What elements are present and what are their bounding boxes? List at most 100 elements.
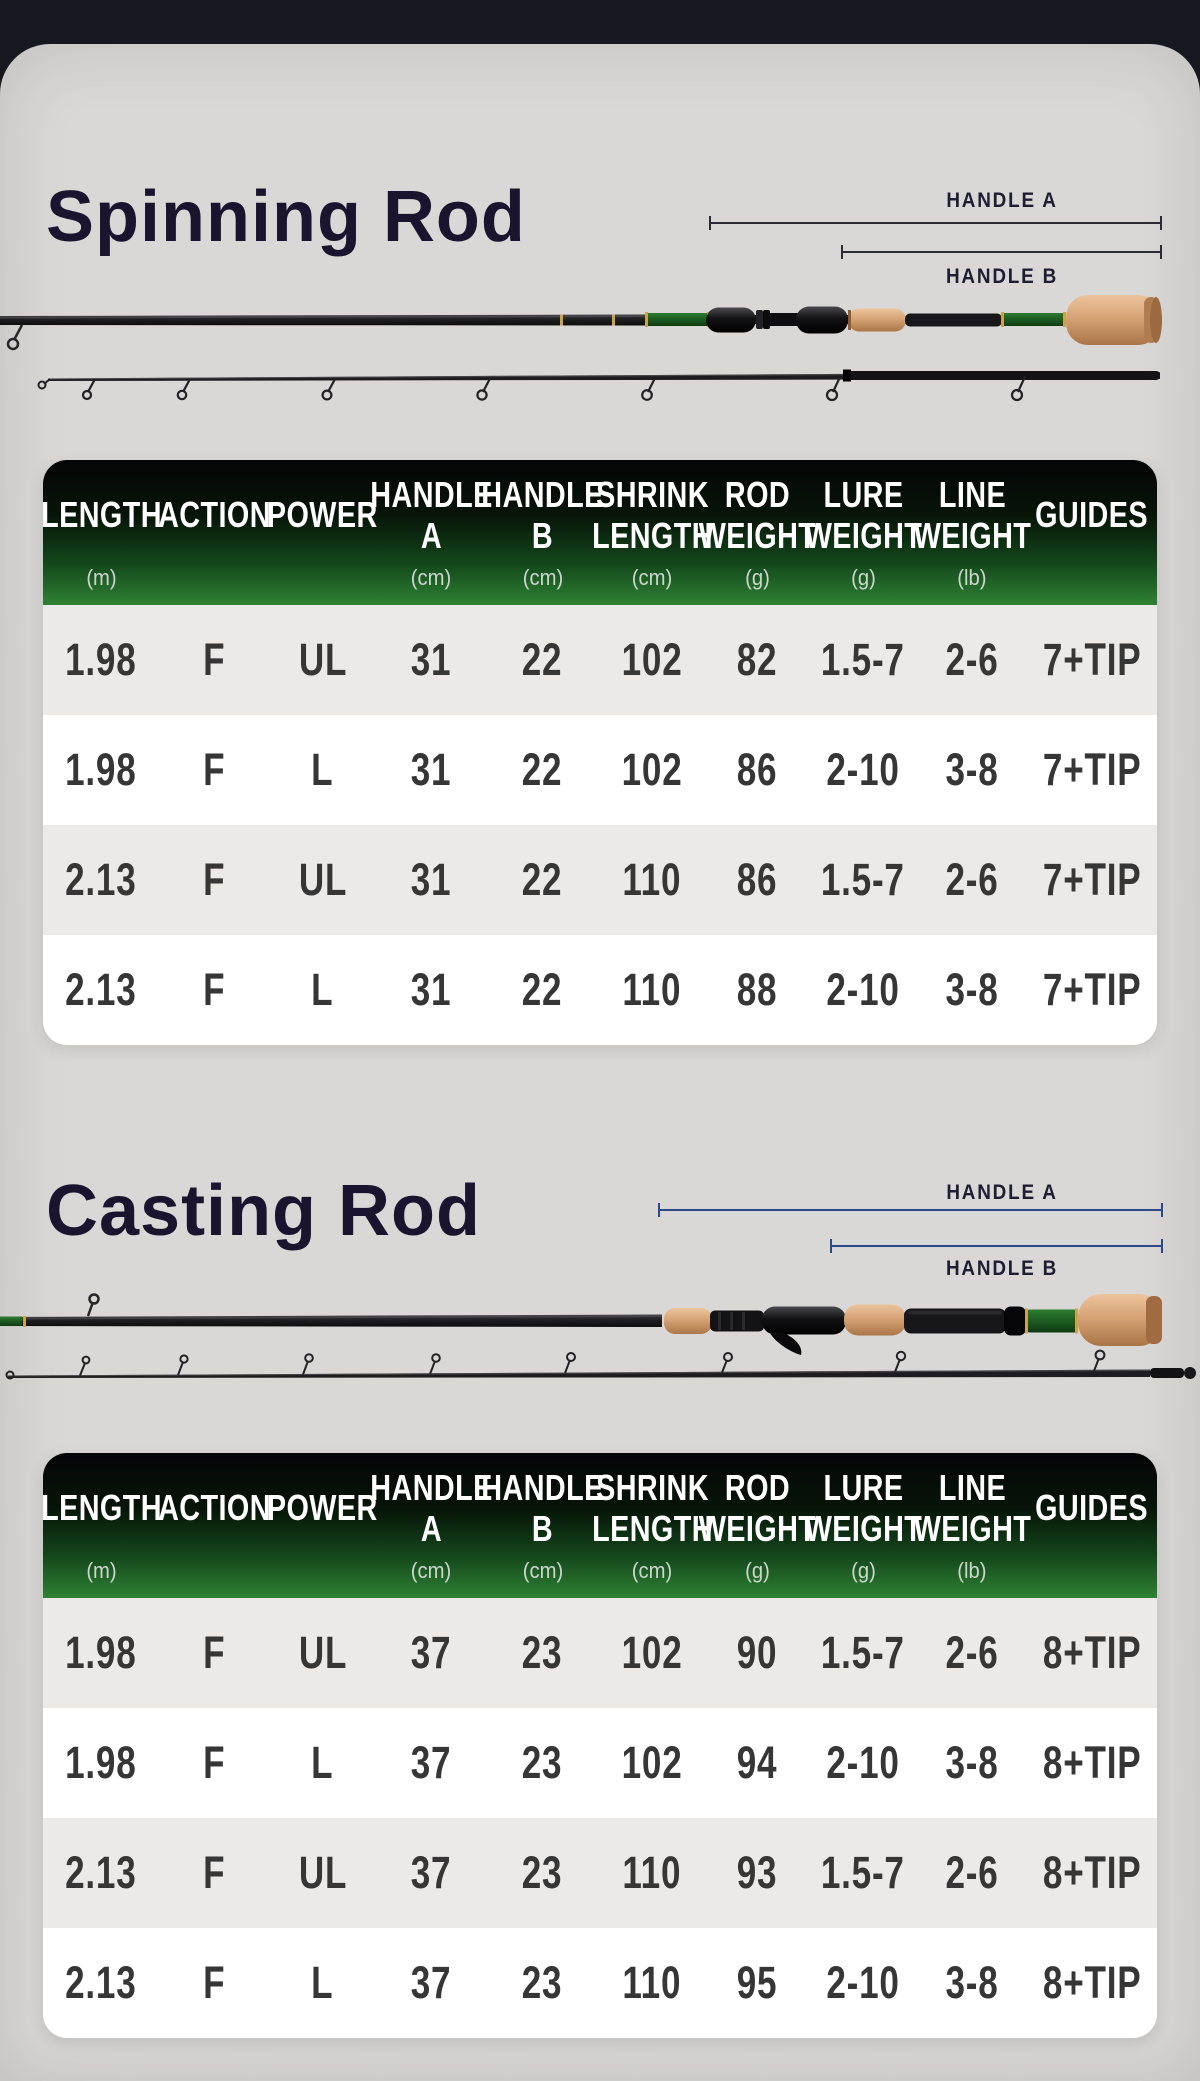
column-header-unit: (g) [744, 1558, 770, 1583]
spinning-handle-b-label: HANDLE B [945, 265, 1059, 288]
table-cell: 22 [522, 634, 563, 685]
table-cell: 94 [736, 1737, 778, 1788]
table-cell: 90 [736, 1627, 778, 1678]
table-cell: 82 [736, 634, 778, 685]
table-cell: 110 [622, 854, 682, 905]
table-cell: 7+TIP [1042, 854, 1142, 905]
table-cell: 86 [736, 854, 778, 905]
spinning-handle-b-measure-line [841, 245, 1162, 259]
column-header: GUIDES [1027, 1453, 1157, 1598]
cork-main-grip [844, 1304, 906, 1336]
table-cell: 31 [410, 634, 452, 685]
table-cell: L [311, 744, 334, 795]
table-cell: L [311, 964, 334, 1015]
spinning-spec-table: LENGTH (m) ACTION POWER HANDLE A (cm) HANDLE B… [43, 460, 1157, 1045]
table-row: 2.13 F L 31 22 110 88 2-10 3-8 7+TIP [43, 935, 1157, 1045]
table-cell: 3-8 [945, 744, 999, 795]
tip-top-guide-icon [5, 1370, 15, 1380]
table-cell: F [202, 1737, 226, 1788]
cork-butt-grip [1078, 1294, 1162, 1346]
table-cell: 1.5-7 [821, 634, 905, 685]
table-cell: UL [298, 854, 347, 905]
table-cell: 2-10 [826, 1957, 900, 2008]
column-header-unit: (g) [850, 565, 876, 590]
table-cell: F [202, 744, 226, 795]
table-cell: 86 [736, 744, 778, 795]
table-cell: 2-6 [945, 634, 999, 685]
column-header-label: ACTION [157, 1487, 271, 1529]
column-header-label: HANDLE B [481, 1467, 604, 1549]
column-header-label: LENGTH [43, 494, 162, 536]
column-header-unit: (g) [744, 565, 770, 590]
table-cell: F [202, 854, 226, 905]
table-cell: UL [298, 634, 347, 685]
table-cell: 8+TIP [1042, 1737, 1142, 1788]
column-header: LENGTH (m) [43, 1453, 161, 1598]
column-header-unit: (lb) [957, 1558, 987, 1583]
table-cell: 23 [522, 1627, 563, 1678]
table-cell: UL [298, 1627, 347, 1678]
table-cell: 102 [621, 744, 683, 795]
table-row: 1.98 F UL 37 23 102 90 1.5-7 2-6 8+TIP [43, 1598, 1157, 1708]
table-cell: 23 [522, 1957, 563, 2008]
table-cell: 37 [410, 1847, 452, 1898]
table-cell: 1.98 [65, 1627, 137, 1678]
rod-handle-illustration [0, 295, 1162, 351]
table-cell: 37 [410, 1737, 452, 1788]
cork-fore-ring [664, 1308, 712, 1334]
column-header-label: LURE WEIGHT [804, 474, 922, 556]
column-header-label: SHRINK LENGTH [591, 1467, 713, 1549]
spinning-handle-a-measure-line [709, 216, 1162, 230]
table-cell: 2-6 [945, 854, 999, 905]
tip-top-guide-icon [37, 380, 47, 390]
column-header-unit: (lb) [957, 565, 987, 590]
table-cell: 2-10 [826, 1737, 900, 1788]
table-cell: 102 [621, 1627, 683, 1678]
table-cell: 1.5-7 [821, 854, 905, 905]
column-header: HANDLE A (cm) [370, 1453, 492, 1598]
column-header: HANDLE A (cm) [370, 460, 492, 605]
rod-tip-illustration [37, 369, 1160, 402]
cork-butt-grip [1066, 295, 1160, 345]
table-cell: F [202, 634, 226, 685]
spinning-section-title: Spinning Rod [46, 177, 526, 257]
column-header-label: GUIDES [1035, 494, 1149, 536]
table-cell: 8+TIP [1042, 1847, 1142, 1898]
column-header: SHRINK LENGTH (cm) [592, 460, 712, 605]
table-cell: 8+TIP [1042, 1957, 1142, 2008]
table-cell: 1.98 [65, 634, 137, 685]
column-header: LURE WEIGHT (g) [804, 1453, 921, 1598]
column-header-label: LINE WEIGHT [913, 474, 1031, 556]
column-header: ACTION [157, 1453, 271, 1598]
table-cell: 110 [622, 964, 682, 1015]
table-row: 2.13 F UL 31 22 110 86 1.5-7 2-6 7+TIP [43, 825, 1157, 935]
rod-guides-icons [79, 1349, 1106, 1376]
column-header-label: GUIDES [1035, 1487, 1149, 1529]
table-cell: 3-8 [945, 1957, 999, 2008]
column-header: HANDLE B (cm) [481, 460, 603, 605]
table-cell: 7+TIP [1042, 964, 1142, 1015]
column-header-label: HANDLE B [481, 474, 604, 556]
rod-tip-illustration [5, 1349, 1196, 1380]
table-cell: 7+TIP [1042, 634, 1142, 685]
table-cell: 102 [621, 1737, 683, 1788]
cork-fore-grip [848, 308, 906, 332]
table-cell: 7+TIP [1042, 744, 1142, 795]
table-cell: UL [298, 1847, 347, 1898]
rod-handle-illustration [0, 1293, 1162, 1355]
casting-spec-table: LENGTH (m) ACTION POWER HANDLE A (cm) HANDLE B… [43, 1453, 1157, 2038]
rod-guides-icons [81, 376, 1027, 402]
table-row: 1.98 F UL 31 22 102 82 1.5-7 2-6 7+TIP [43, 605, 1157, 715]
table-cell: 2-10 [826, 744, 900, 795]
column-header-unit: (cm) [522, 565, 563, 590]
column-header: POWER [267, 460, 377, 605]
casting-handle-b-label: HANDLE B [945, 1257, 1059, 1280]
column-header: POWER [267, 1453, 377, 1598]
casting-section-title: Casting Rod [46, 1171, 481, 1251]
reel-seat-hood [706, 307, 756, 333]
casting-handle-b-measure-line [830, 1239, 1163, 1253]
casting-table-header: LENGTH (m) ACTION POWER HANDLE A (cm) HANDLE B… [43, 1453, 1157, 1598]
table-cell: 95 [736, 1957, 778, 2008]
table-cell: 110 [622, 1957, 682, 2008]
column-header-label: ACTION [157, 494, 271, 536]
